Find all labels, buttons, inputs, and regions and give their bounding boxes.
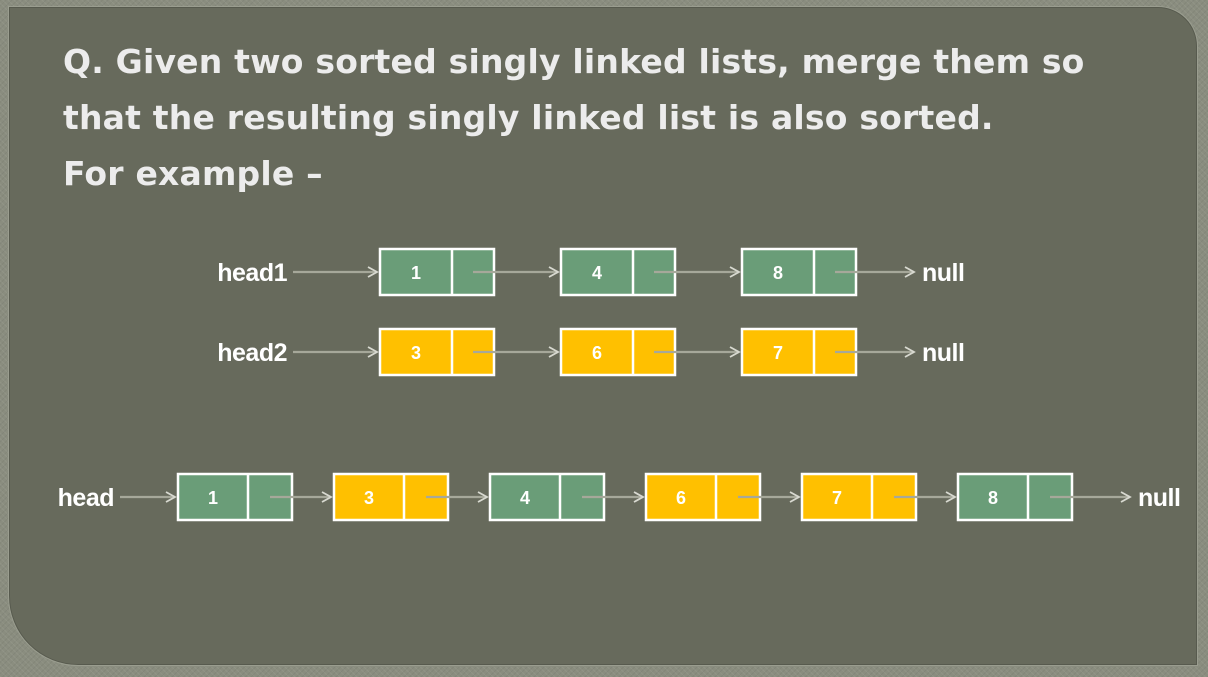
node-merged-5 — [956, 472, 1074, 522]
node-value-list2-2: 7 — [773, 343, 783, 363]
node-value-merged-5: 8 — [988, 488, 998, 508]
node-value-merged-1: 3 — [364, 488, 374, 508]
null-label-list1: null — [922, 259, 964, 287]
question-line-3: For example – — [63, 154, 323, 193]
head-label-list2: head2 — [217, 339, 287, 367]
node-value-list2-0: 3 — [411, 343, 421, 363]
head-label-merged: head — [58, 484, 114, 512]
node-value-list2-1: 6 — [592, 343, 602, 363]
node-value-merged-4: 7 — [832, 488, 842, 508]
head-label-list1: head1 — [217, 259, 287, 287]
question-line-2: that the resulting singly linked list is… — [63, 98, 994, 137]
node-value-list1-1: 4 — [592, 263, 602, 283]
node-value-list1-2: 8 — [773, 263, 783, 283]
node-value-merged-2: 4 — [520, 488, 530, 508]
node-value-list1-0: 1 — [411, 263, 421, 283]
null-label-merged: null — [1138, 484, 1180, 512]
node-value-merged-3: 6 — [676, 488, 686, 508]
question-line-1: Q. Given two sorted singly linked lists,… — [63, 42, 1085, 81]
node-value-merged-0: 1 — [208, 488, 218, 508]
question-text: Q. Given two sorted singly linked lists,… — [63, 34, 1183, 202]
null-label-list2: null — [922, 339, 964, 367]
